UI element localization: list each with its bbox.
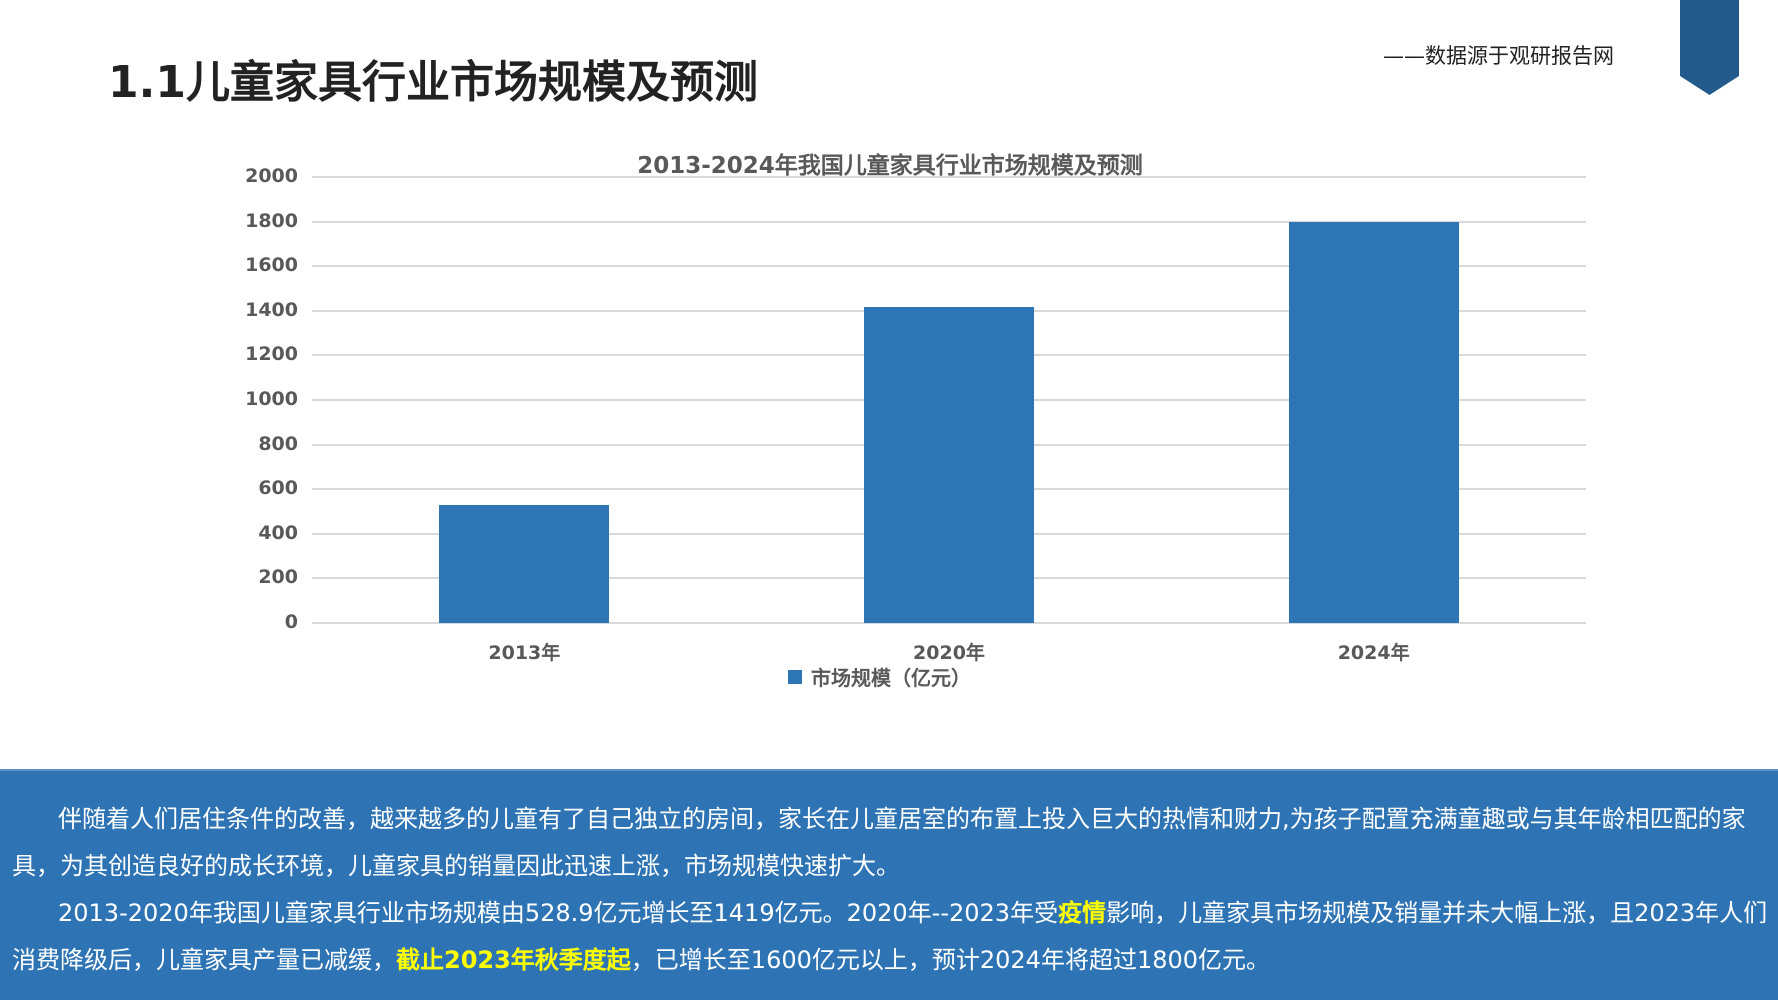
y-tick-label: 0: [284, 611, 298, 633]
gridline: [312, 622, 1586, 624]
y-tick-label: 1200: [245, 343, 298, 366]
bar: [864, 306, 1034, 623]
chart-title: 2013-2024年我国儿童家具行业市场规模及预测: [637, 153, 1143, 179]
y-tick-label: 1000: [245, 388, 298, 410]
x-tick-label: 2020年: [913, 642, 985, 664]
highlighted-text: 截止2023年秋季度起: [396, 946, 631, 974]
y-tick-label: 2000: [245, 165, 298, 187]
y-tick-label: 1400: [245, 298, 298, 321]
x-tick-label: 2024年: [1337, 642, 1410, 664]
source-note: ——数据源于观研报告网: [1383, 44, 1614, 68]
legend: 市场规模（亿元）: [788, 662, 971, 691]
bar: [1288, 221, 1459, 623]
paragraph-text: 2013-2020年我国儿童家具行业市场规模由528.9亿元增长至1419亿元。…: [58, 899, 1059, 927]
paragraph-text: 影响，儿童家具市场规模及销量并未大幅上涨，且2023年人们消费降级后，儿童家具产…: [12, 899, 1768, 974]
paragraph-text: ，已增长至1600亿元以上，预计2024年将超过1800亿元。: [630, 946, 1271, 974]
y-tick-label: 400: [258, 521, 298, 544]
paragraph: 2013-2020年我国儿童家具行业市场规模由528.9亿元增长至1419亿元。…: [12, 890, 1778, 984]
y-tick-label: 1600: [245, 254, 298, 277]
x-tick-label: 2013年: [488, 642, 561, 664]
paragraph: 伴随着人们居住条件的改善，越来越多的儿童有了自己独立的房间，家长在儿童居室的布置…: [12, 796, 1778, 890]
y-tick-label: 600: [258, 477, 298, 500]
highlighted-text: 疫情: [1058, 899, 1107, 927]
bar: [439, 505, 610, 623]
paragraph-text: 伴随着人们居住条件的改善，越来越多的儿童有了自己独立的房间，家长在儿童居室的布置…: [12, 805, 1746, 880]
page-title: 1.1儿童家具行业市场规模及预测: [108, 57, 758, 108]
description-panel: 伴随着人们居住条件的改善，越来越多的儿童有了自己独立的房间，家长在儿童居室的布置…: [0, 769, 1778, 1000]
legend-label: 市场规模（亿元）: [811, 666, 971, 690]
bar-chart: 2013-2024年我国儿童家具行业市场规模及预测 0 200 400 600 800 1…: [245, 153, 1586, 691]
gridline: [312, 265, 1586, 268]
legend-swatch: [788, 669, 802, 684]
gridline: [312, 220, 1586, 223]
gridline: [312, 176, 1586, 178]
bookmark-ribbon-icon: [1680, 0, 1739, 95]
y-tick-label: 800: [258, 432, 298, 455]
y-tick-label: 200: [258, 566, 298, 589]
plot-area: [312, 176, 1586, 624]
y-tick-label: 1800: [245, 209, 298, 232]
